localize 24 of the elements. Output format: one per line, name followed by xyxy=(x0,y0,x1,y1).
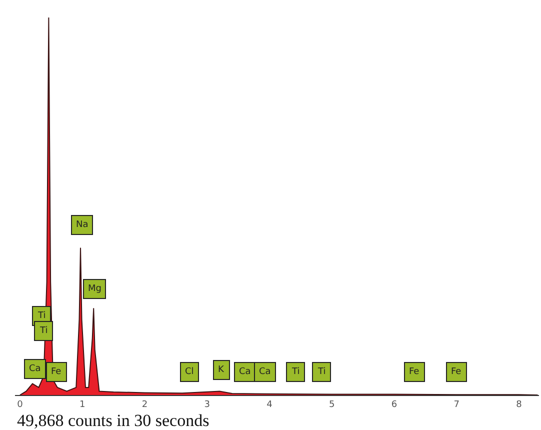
annotation: Ti xyxy=(37,311,46,321)
x-tick-label: 6 xyxy=(391,400,398,410)
annotation: Ti xyxy=(317,367,326,377)
x-tick-label: 5 xyxy=(329,400,335,410)
annotation: Ti xyxy=(39,326,48,336)
annotation: Mg xyxy=(88,284,102,294)
annotation: Fe xyxy=(451,367,462,377)
annotation: Cl xyxy=(185,367,194,377)
x-tick-label: 7 xyxy=(454,400,460,410)
text: 49,868 counts in 30 seconds xyxy=(17,411,210,430)
annotation: Ca xyxy=(29,364,41,374)
annotation: K xyxy=(218,365,225,375)
x-tick-label: 2 xyxy=(142,400,148,410)
x-tick-label: 8 xyxy=(516,400,522,410)
annotation: Ti xyxy=(291,367,300,377)
x-tick-label: 3 xyxy=(204,400,210,410)
x-tick-label: 4 xyxy=(266,400,273,410)
annotation: Fe xyxy=(51,367,62,377)
annotation: Ca xyxy=(259,367,271,377)
annotation: Fe xyxy=(409,367,420,377)
x-tick-label: 1 xyxy=(80,400,86,410)
x-tick-label: 0 xyxy=(17,400,24,410)
annotation: Na xyxy=(76,220,88,230)
annotation: Ca xyxy=(239,367,251,377)
